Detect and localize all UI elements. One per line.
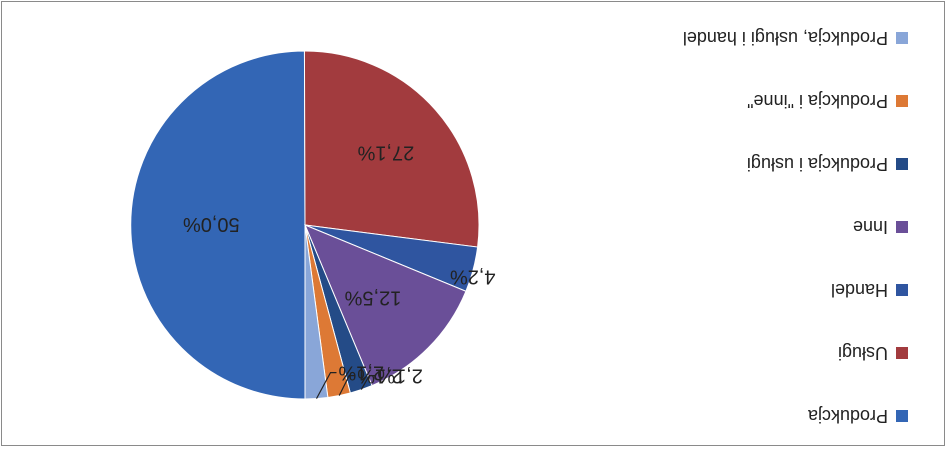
legend-swatch [896, 158, 908, 170]
slice-data-label: 12,5% [344, 287, 401, 309]
pie-slice [130, 50, 306, 400]
slice-data-label: 2,1% [357, 365, 403, 387]
leader-line [315, 371, 337, 399]
legend-entry-label: Produkcja i usługi [747, 154, 888, 174]
legend-swatch [896, 221, 908, 233]
legend-swatch [896, 410, 908, 422]
legend-entry-label: Handel [831, 280, 888, 300]
legend-swatch [896, 95, 908, 107]
slice-data-label: 27,1% [357, 142, 414, 164]
legend-swatch [896, 284, 908, 296]
legend-entry-label: Usługi [838, 343, 888, 363]
legend-entry-label: Produkcja, usługi i handel [683, 28, 888, 48]
slice-data-label: 2,1% [338, 362, 384, 384]
slice-data-label: 50,0% [183, 213, 240, 235]
slice-data-label: 2,1% [377, 365, 423, 387]
slice-data-label: 4,2% [450, 266, 496, 288]
legend-entry-label: Produkcja i "inne" [747, 91, 888, 111]
leader-line [338, 374, 356, 396]
pie-slice [304, 224, 329, 400]
leader-line [360, 374, 376, 390]
legend-swatch [896, 32, 908, 44]
legend-entry-label: Inne [853, 217, 888, 237]
legend-swatch [896, 347, 908, 359]
pie-slice [303, 50, 480, 248]
legend-entry-label: Produkcja [807, 406, 888, 426]
pie-slice [304, 224, 467, 387]
